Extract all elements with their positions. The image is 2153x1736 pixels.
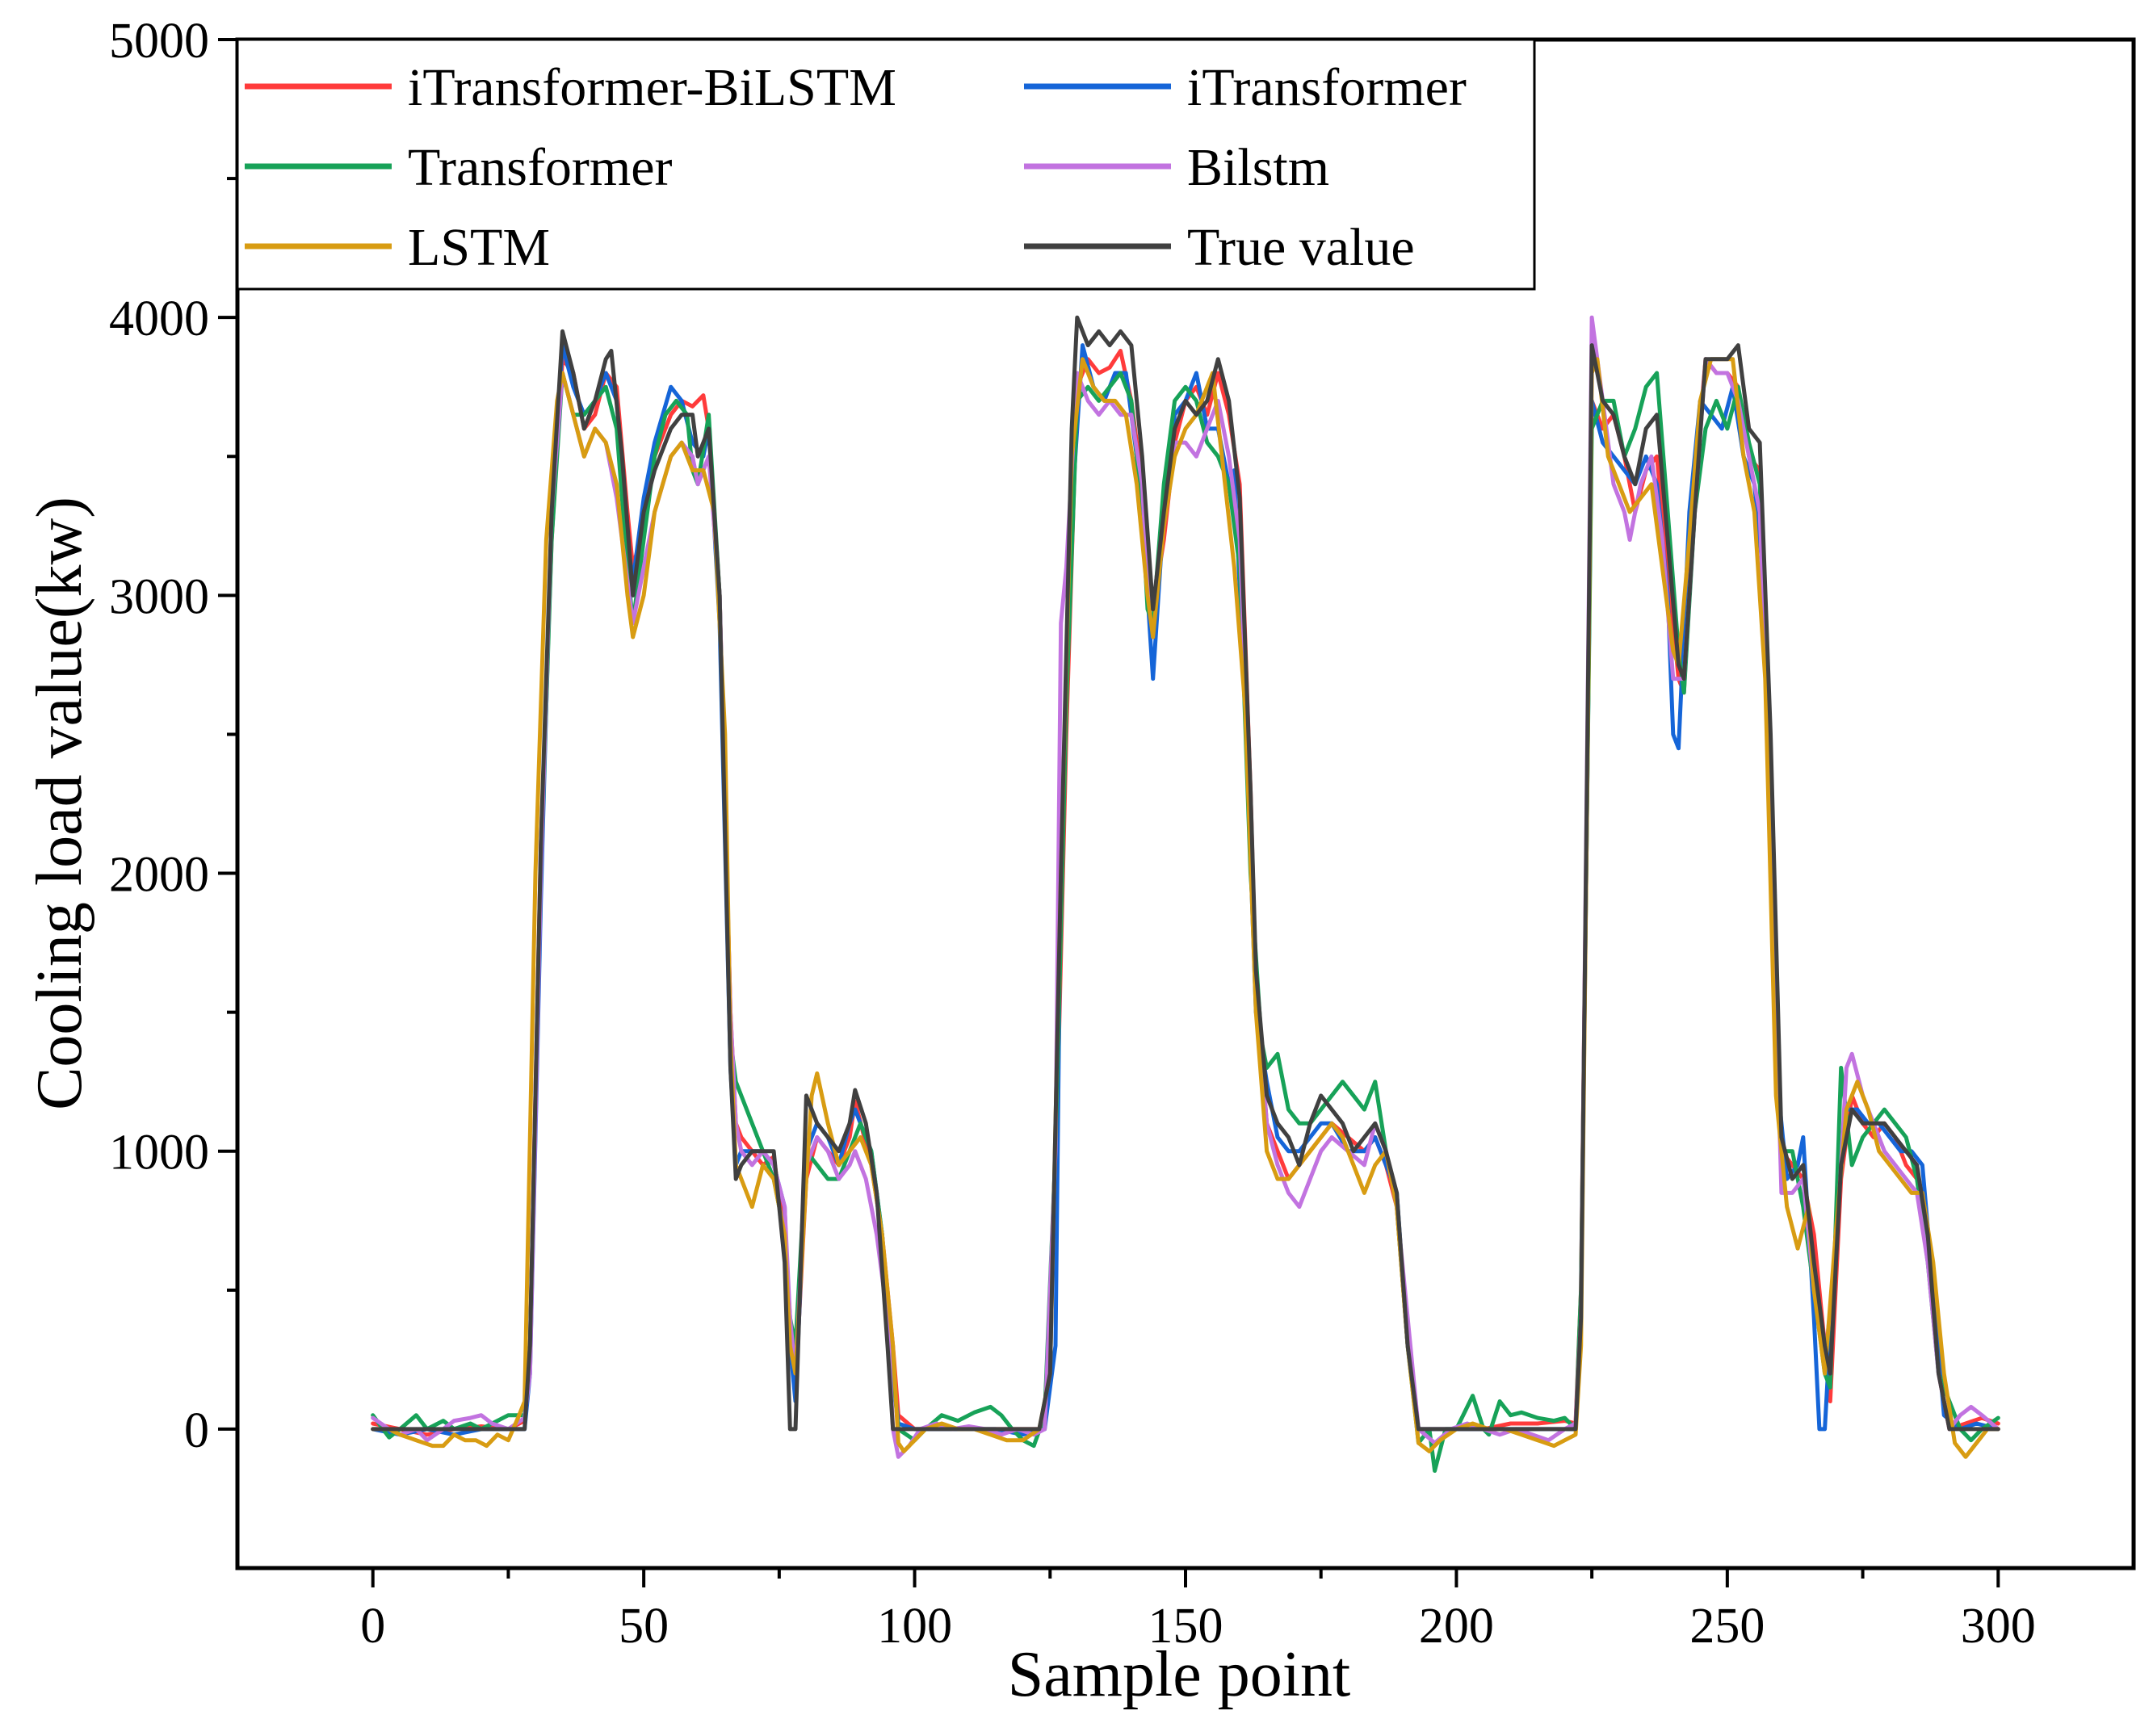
legend-box <box>236 38 1536 291</box>
legend-label-itransformer-bilstm: iTransformer-BiLSTM <box>408 58 896 117</box>
y-tick-label: 4000 <box>109 291 209 346</box>
x-tick-label: 300 <box>1961 1599 2036 1654</box>
y-tick-label: 0 <box>184 1403 209 1458</box>
series-line-transformer <box>371 371 2000 1473</box>
legend-label-itransformer: iTransformer <box>1187 58 1467 117</box>
y-tick-label: 2000 <box>109 848 209 903</box>
x-tick-label: 50 <box>619 1599 669 1654</box>
legend-label-bilstm: Bilstm <box>1187 138 1329 197</box>
x-tick-label: 150 <box>1148 1599 1223 1654</box>
x-tick-label: 250 <box>1689 1599 1765 1654</box>
x-tick-label: 200 <box>1419 1599 1494 1654</box>
series-layer <box>371 315 2000 1473</box>
series-line-lstm <box>371 357 2000 1459</box>
legend-label-transformer: Transformer <box>408 138 673 197</box>
legend-label-lstm: LSTM <box>408 218 550 277</box>
y-tick-label: 5000 <box>109 14 209 69</box>
y-tick-label: 3000 <box>109 569 209 624</box>
x-axis-title: Sample point <box>1008 1639 1350 1710</box>
series-line-true-value <box>371 315 2000 1432</box>
legend: iTransformer-BiLSTM iTransformer Transfo… <box>236 38 1536 291</box>
legend-label-true-value: True value <box>1187 218 1415 277</box>
x-tick-label: 0 <box>360 1599 385 1654</box>
y-tick-label: 1000 <box>109 1126 209 1180</box>
y-axis-title: Cooling load value(kw) <box>24 497 95 1110</box>
x-tick-label: 100 <box>877 1599 952 1654</box>
